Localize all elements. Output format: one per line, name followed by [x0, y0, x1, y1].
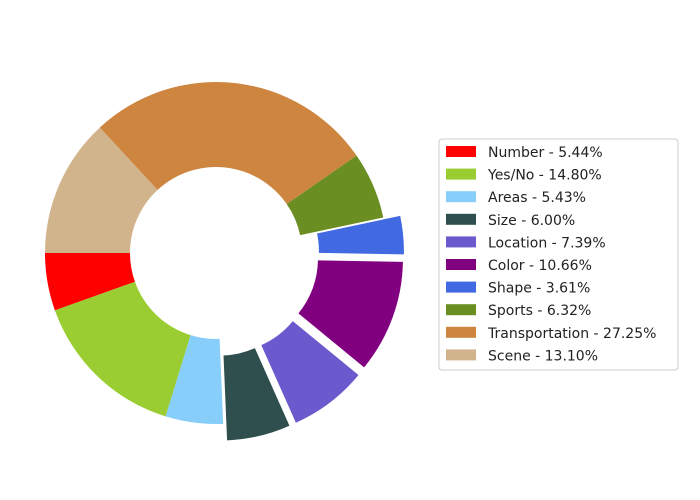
legend-frame — [438, 138, 679, 371]
legend-swatch — [446, 191, 476, 203]
legend-label: Location - 7.39% — [488, 235, 606, 251]
slice-color — [298, 260, 403, 368]
slice-size — [223, 348, 290, 441]
legend-item: Shape - 3.61% — [446, 281, 590, 297]
legend-swatch — [446, 168, 476, 180]
legend-swatch — [446, 281, 476, 293]
legend-label: Yes/No - 14.80% — [487, 168, 602, 184]
legend-swatch — [446, 236, 476, 248]
legend-swatch — [446, 304, 476, 316]
legend-swatch — [446, 326, 476, 338]
legend: Number - 5.44% Yes/No - 14.80% Areas - 5.4… — [438, 138, 679, 371]
legend-item: Sports - 6.32% — [446, 303, 591, 319]
slice-shape — [317, 215, 404, 255]
legend-label: Areas - 5.43% — [488, 190, 586, 206]
slice-location — [261, 321, 359, 423]
slice-number — [45, 253, 135, 311]
legend-label: Number - 5.44% — [488, 145, 603, 161]
legend-item: Transportation - 27.25% — [446, 326, 656, 342]
legend-item: Yes/No - 14.80% — [446, 168, 602, 184]
legend-item: Size - 6.00% — [446, 213, 575, 229]
legend-label: Sports - 6.32% — [488, 303, 591, 319]
legend-label: Size - 6.00% — [488, 213, 575, 229]
slice-transportation — [99, 81, 357, 204]
legend-swatch — [446, 146, 476, 157]
legend-label: Color - 10.66% — [488, 258, 592, 274]
legend-label: Shape - 3.61% — [488, 281, 590, 297]
legend-swatch — [446, 259, 476, 270]
slice-areas — [165, 335, 224, 424]
legend-swatch — [446, 349, 476, 361]
legend-label: Transportation - 27.25% — [487, 326, 656, 342]
donut-slices — [45, 81, 404, 441]
slice-sports — [286, 155, 384, 236]
legend-label: Scene - 13.10% — [488, 348, 598, 364]
legend-item: Number - 5.44% — [446, 145, 603, 161]
slice-scene — [45, 127, 158, 253]
legend-item: Color - 10.66% — [446, 258, 592, 274]
legend-swatch — [446, 213, 476, 225]
legend-item: Areas - 5.43% — [446, 190, 586, 206]
legend-item: Location - 7.39% — [446, 235, 606, 251]
slice-yes-no — [54, 281, 191, 417]
legend-item: Scene - 13.10% — [446, 348, 598, 364]
